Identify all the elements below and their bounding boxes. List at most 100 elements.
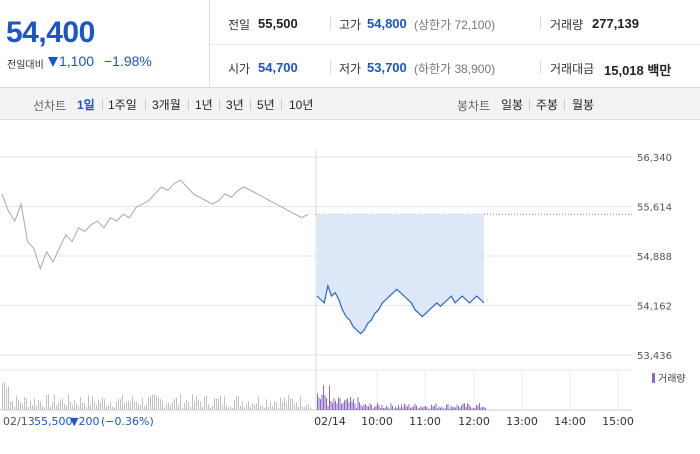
volume-bar	[260, 406, 261, 410]
volume-bar	[467, 403, 468, 410]
volume-bar	[422, 407, 423, 410]
volume-bar	[258, 396, 259, 410]
volume-bar	[106, 406, 107, 410]
volume-bar	[443, 408, 444, 410]
prev-close-label: 전일	[228, 18, 251, 32]
current-price: 54,400	[6, 16, 95, 49]
volume-bar	[374, 406, 375, 410]
volume-bar	[369, 403, 371, 410]
tab-5year[interactable]: 5년	[257, 98, 275, 112]
volume-bars	[2, 382, 486, 410]
volume-bar	[461, 405, 462, 410]
volume-bar	[411, 406, 413, 410]
volume-bar	[417, 408, 419, 410]
x-tick-label: 11:00	[409, 415, 441, 428]
change-percent: −1.98%	[104, 53, 152, 69]
volume-bar	[64, 404, 65, 410]
volume-bar	[216, 398, 217, 410]
x-tick-label: 13:00	[506, 415, 538, 428]
volume-bar	[78, 405, 79, 410]
volume-bar	[6, 388, 7, 410]
volume-bar	[142, 397, 143, 410]
volume-bar	[333, 398, 335, 410]
volume-bar	[204, 396, 205, 410]
volume-bar	[371, 404, 372, 410]
volume-bar	[224, 396, 225, 410]
volume-bar	[236, 396, 237, 410]
volume-bar	[320, 399, 321, 410]
stock-summary: 54,400 전일대비 1,100 −1.98% 전일 55,500 고가 54…	[0, 0, 700, 88]
volume-bar	[222, 404, 223, 410]
prev-day-footer: 02/13 55,500 ▼200 (−0.36%)	[3, 415, 154, 428]
volume-bar	[110, 401, 111, 410]
volume-bar	[150, 395, 151, 410]
today-line	[316, 283, 485, 335]
tab-10year[interactable]: 10년	[289, 98, 314, 112]
tab-separator	[564, 99, 565, 110]
volume-bar	[132, 396, 133, 410]
volume-bar	[353, 399, 354, 410]
volume-bar	[356, 408, 357, 410]
volume-bar	[446, 404, 447, 410]
tab-1year[interactable]: 1년	[195, 98, 213, 112]
tab-weekly-candle[interactable]: 주봉	[536, 98, 559, 112]
volume-bar	[438, 406, 440, 410]
volume-bar	[292, 399, 293, 410]
volume-bar	[357, 397, 359, 410]
volume-bar	[323, 385, 324, 410]
volume-bar	[138, 404, 139, 410]
open-label: 시가	[228, 62, 251, 76]
volume-bar	[404, 403, 405, 410]
volume-bar	[363, 404, 365, 410]
volume-bar	[336, 403, 338, 410]
volume-bar	[172, 402, 173, 410]
low-value: 53,700	[367, 60, 407, 75]
volume-bar	[437, 408, 438, 410]
tab-monthly-candle[interactable]: 월봉	[572, 98, 595, 112]
tab-1week[interactable]: 1주일	[108, 98, 137, 112]
volume-bar	[38, 400, 39, 410]
volume-bar	[16, 395, 17, 410]
volume-bar	[344, 400, 345, 410]
volume-legend-swatch	[652, 373, 655, 383]
volume-bar	[339, 398, 341, 410]
volume-bar	[136, 401, 137, 410]
volume-bar	[76, 403, 77, 410]
volume-bar	[234, 400, 235, 410]
volume-bar	[60, 400, 61, 410]
volume-bar	[268, 406, 269, 410]
volume-bar	[375, 406, 377, 410]
volume-bar	[401, 404, 402, 410]
volume-bar	[306, 405, 307, 410]
volume-bar	[218, 398, 219, 410]
volume-bar	[414, 403, 416, 410]
volume-bar	[402, 407, 404, 410]
volume-bar	[72, 404, 73, 410]
volume-bar	[90, 404, 91, 410]
volume-bar	[126, 401, 127, 410]
lower-limit: (하한가 38,900)	[414, 62, 496, 76]
tab-3year[interactable]: 3년	[226, 98, 244, 112]
volume-bar	[473, 407, 474, 410]
x-tick-label: 15:00	[602, 415, 634, 428]
volume-bar	[423, 406, 425, 410]
volume-bar	[360, 405, 362, 410]
volume-bar	[398, 405, 399, 410]
volume-bar	[176, 397, 177, 410]
volume-legend-label: 거래량	[658, 373, 686, 385]
prev-day-close: 55,500	[34, 415, 73, 428]
volume-bar	[196, 395, 197, 410]
tab-separator	[250, 99, 251, 110]
volume-bar	[431, 404, 432, 410]
volume-bar	[351, 401, 353, 410]
volume-bar	[92, 395, 93, 410]
volume-bar	[148, 397, 149, 410]
tab-daily-candle[interactable]: 일봉	[501, 98, 524, 112]
tab-1day[interactable]: 1일	[77, 98, 95, 112]
volume-bar	[4, 382, 5, 410]
volume-bar	[470, 406, 471, 410]
volume-bar	[164, 407, 165, 410]
tab-3month[interactable]: 3개월	[152, 98, 181, 112]
prev-close-value: 55,500	[258, 16, 298, 31]
volume-bar	[228, 407, 229, 410]
